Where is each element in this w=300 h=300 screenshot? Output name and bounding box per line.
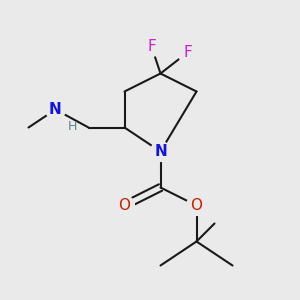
Circle shape [151,142,170,161]
Circle shape [142,37,161,56]
Text: F: F [147,39,156,54]
Circle shape [178,43,197,62]
Text: O: O [118,198,130,213]
Text: N: N [49,102,62,117]
Circle shape [46,100,65,119]
Circle shape [187,196,206,215]
Text: N: N [154,144,167,159]
Text: O: O [190,198,202,213]
Text: H: H [67,119,77,133]
Text: F: F [183,45,192,60]
Circle shape [115,196,134,215]
